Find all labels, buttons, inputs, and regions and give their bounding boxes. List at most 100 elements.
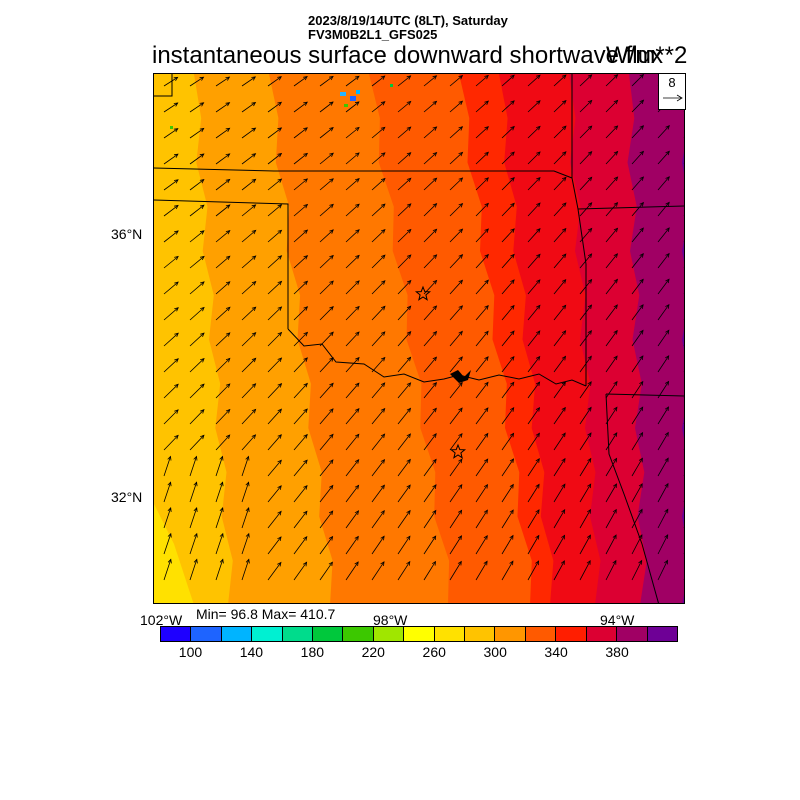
colorbar-tick-label: 260	[422, 644, 446, 660]
wind-vector-head	[561, 381, 566, 386]
vector-reference-arrow-icon	[663, 94, 683, 102]
wind-vector-head	[277, 510, 282, 516]
wind-vector-head	[277, 204, 283, 209]
wind-vector-head	[355, 229, 360, 234]
wind-vector	[605, 151, 618, 165]
wind-vector-head	[639, 176, 645, 181]
wind-vector	[241, 255, 256, 269]
wind-vector-head	[665, 227, 670, 232]
wind-vector	[371, 178, 386, 191]
wind-vector	[605, 202, 618, 217]
wind-vector-head	[354, 459, 360, 464]
wind-vector-head	[587, 151, 593, 156]
wind-vector-head	[458, 202, 464, 208]
wind-vector-head	[612, 483, 617, 489]
wind-vector-head	[639, 278, 644, 284]
wind-vector	[553, 177, 567, 191]
wind-vector	[345, 229, 360, 243]
wind-vector-head	[432, 75, 438, 80]
wind-vector-head	[193, 532, 198, 538]
wind-vector-head	[586, 508, 591, 514]
wind-vector-head	[329, 229, 334, 234]
wind-vector	[631, 458, 643, 477]
wind-vector	[423, 75, 437, 87]
wind-vector-head	[329, 178, 334, 183]
wind-vector-head	[355, 126, 360, 132]
wind-vector	[527, 74, 541, 87]
wind-vector	[605, 407, 618, 425]
wind-vector-head	[193, 507, 198, 512]
station-markers	[414, 285, 467, 459]
wind-vector-head	[380, 254, 386, 260]
colorbar-swatch-3	[221, 627, 253, 641]
wind-vector	[267, 255, 282, 269]
wind-vector	[657, 432, 669, 451]
wind-vector	[683, 293, 684, 294]
wind-vector	[241, 204, 256, 217]
wind-vector-head	[355, 203, 360, 209]
wind-vector	[293, 281, 308, 295]
wind-vector	[345, 152, 360, 165]
wind-vector-head	[354, 101, 360, 106]
wind-vector	[631, 432, 643, 451]
wind-vector-head	[509, 432, 515, 438]
wind-vector-head	[586, 534, 591, 540]
colorbar	[160, 626, 678, 642]
wind-vector	[579, 509, 591, 529]
wind-vector	[293, 408, 308, 425]
wind-vector	[657, 330, 670, 347]
wind-vector	[163, 281, 179, 295]
wind-vector-head	[225, 230, 231, 235]
wind-vector	[683, 189, 684, 190]
wind-vector-head	[458, 279, 464, 285]
wind-vector	[605, 279, 618, 295]
wind-vector-head	[329, 75, 334, 81]
wind-vector	[631, 509, 643, 529]
wind-vector-head	[225, 408, 231, 414]
wind-vector	[449, 75, 463, 87]
wind-vector-head	[329, 382, 334, 388]
wind-vector-head	[664, 380, 670, 386]
wind-vector	[267, 204, 282, 217]
wind-vector-head	[458, 330, 463, 336]
wind-vector	[449, 382, 463, 399]
wind-vector	[189, 256, 205, 269]
wind-vector	[449, 177, 463, 191]
wind-vector	[423, 126, 437, 139]
wind-vector	[345, 101, 360, 113]
wind-vector	[579, 535, 591, 555]
wind-vector-head	[303, 408, 308, 414]
wind-vector-head	[277, 434, 282, 439]
wind-vector	[631, 330, 644, 347]
wind-vector	[319, 101, 334, 113]
wind-vector-head	[219, 455, 224, 461]
wind-vector	[501, 535, 514, 555]
wind-vector-head	[251, 306, 257, 312]
wind-vector-head	[664, 559, 668, 565]
wind-vector	[215, 383, 231, 399]
wind-vector	[423, 510, 437, 529]
wind-vector-head	[587, 253, 593, 258]
wind-vector-head	[277, 459, 282, 465]
wind-vector	[423, 356, 437, 373]
wind-vector	[423, 229, 437, 243]
wind-vector	[371, 433, 385, 451]
wind-vector	[631, 534, 643, 555]
wind-vector	[579, 458, 592, 477]
wind-vector-head	[458, 407, 463, 413]
wind-vector-head	[303, 101, 308, 106]
wind-vector	[397, 305, 411, 321]
wind-vector-head	[329, 408, 334, 413]
min-max-stats: Min= 96.8 Max= 410.7	[196, 606, 336, 622]
wind-vector-head	[380, 382, 386, 387]
wind-vector	[267, 281, 282, 295]
wind-vector	[163, 384, 179, 399]
wind-vector-head	[329, 331, 334, 337]
wind-vector	[319, 306, 334, 321]
map-title: instantaneous surface downward shortwave…	[152, 42, 663, 69]
wind-vector-head	[380, 484, 385, 490]
wind-vector-head	[484, 100, 490, 105]
wind-vector-head	[406, 75, 412, 80]
wind-vector-head	[328, 535, 334, 541]
flux-band-8	[682, 151, 684, 603]
